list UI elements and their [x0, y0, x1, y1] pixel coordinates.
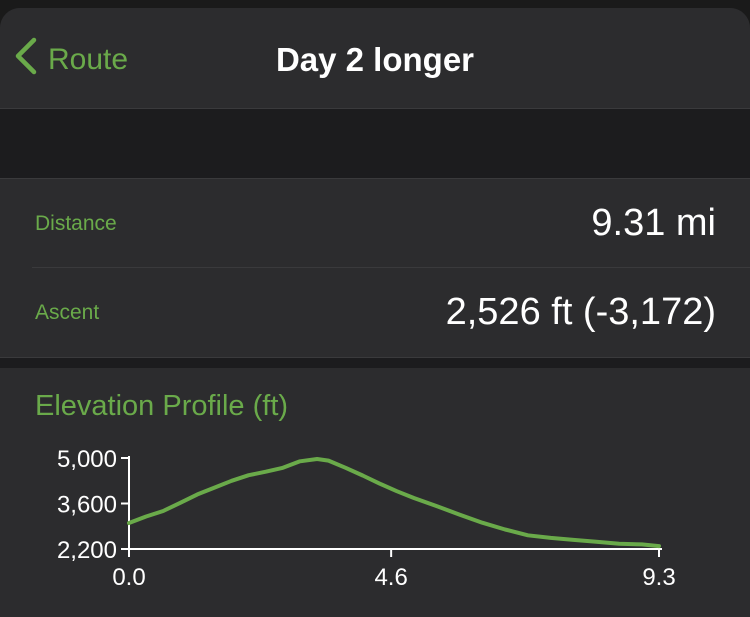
- elevation-point: [503, 528, 507, 531]
- page-title: Day 2 longer: [275, 41, 475, 78]
- ascent-label: Ascent: [35, 301, 100, 324]
- elevation-point: [281, 466, 285, 470]
- y-tick-label: 5,000: [57, 446, 117, 473]
- elevation-point: [435, 504, 439, 508]
- x-tick-label: 9.3: [642, 564, 675, 591]
- ascent-value: 2,526 ft (-3,172): [445, 291, 716, 333]
- ascent-row: Ascent 2,526 ft (-3,172): [0, 268, 750, 357]
- section-spacer: [0, 109, 750, 179]
- elevation-point: [144, 515, 148, 518]
- navigation-bar: Route Day 2 longer: [0, 8, 750, 109]
- elevation-profile-section: Elevation Profile (ft) 5,000 3,600 2,200 0.…: [0, 368, 750, 617]
- elevation-point: [549, 536, 553, 540]
- elevation-point: [617, 542, 621, 546]
- chevron-left-icon: [14, 37, 48, 83]
- elevation-point: [213, 486, 216, 490]
- distance-row: Distance 9.31 mi: [0, 179, 750, 268]
- x-tick-label: 0.0: [112, 564, 145, 591]
- y-tick-label: 2,200: [57, 537, 117, 564]
- x-tick-label: 4.6: [374, 564, 407, 591]
- distance-label: Distance: [35, 212, 117, 235]
- back-button-label: Route: [48, 43, 129, 76]
- elevation-point: [247, 473, 251, 477]
- elevation-point: [480, 521, 484, 525]
- elevation-point: [230, 479, 234, 483]
- row-divider: [32, 267, 750, 268]
- elevation-point: [127, 521, 131, 525]
- elevation-point: [298, 459, 302, 463]
- stats-list: Distance 9.31 mi Ascent 2,526 ft (-3,172…: [0, 179, 750, 357]
- elevation-point: [315, 457, 319, 461]
- elevation-point: [264, 470, 268, 474]
- elevation-point: [412, 496, 416, 500]
- distance-value: 9.31 mi: [591, 202, 716, 244]
- elevation-point: [344, 466, 348, 470]
- elevation-point: [572, 538, 575, 542]
- route-detail-sheet: Route Day 2 longer Distance 9.31 mi Asce…: [0, 8, 750, 617]
- elevation-point: [361, 474, 365, 477]
- elevation-point: [458, 513, 461, 517]
- elevation-point: [640, 542, 644, 546]
- elevation-point: [657, 544, 661, 548]
- elevation-point: [327, 459, 330, 463]
- elevation-point: [178, 501, 182, 505]
- elevation-point: [161, 509, 165, 513]
- elevation-profile-title: Elevation Profile (ft): [35, 390, 289, 422]
- elevation-line: [127, 457, 661, 549]
- back-button[interactable]: Route: [14, 37, 129, 83]
- elevation-point: [195, 492, 199, 496]
- elevation-point: [594, 540, 598, 544]
- elevation-point: [526, 533, 530, 537]
- elevation-point: [395, 489, 399, 493]
- y-tick-label: 3,600: [57, 492, 117, 519]
- elevation-point: [378, 482, 382, 486]
